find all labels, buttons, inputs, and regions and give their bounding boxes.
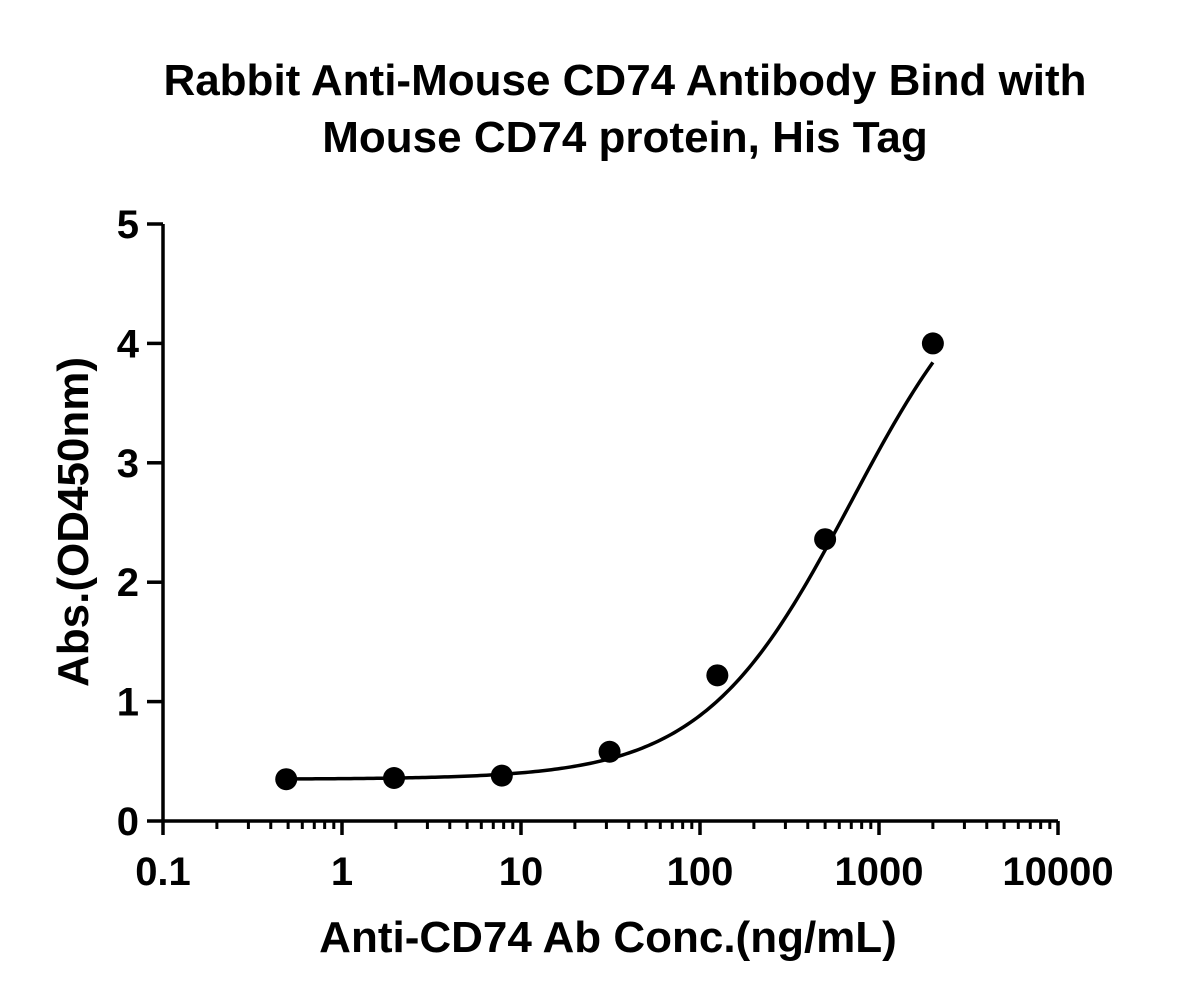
x-axis-ticks: 0.1 1 10 100 1000 10000 xyxy=(135,821,1114,894)
y-tick-label: 2 xyxy=(117,561,139,605)
x-tick-label: 100 xyxy=(667,850,734,894)
data-point xyxy=(598,740,621,763)
x-tick-label: 10000 xyxy=(1002,850,1113,894)
fit-curve-group xyxy=(286,361,935,781)
fit-curve-line xyxy=(286,361,935,781)
y-tick-label: 0 xyxy=(117,800,139,844)
data-point xyxy=(383,767,406,790)
x-tick-label: 10 xyxy=(499,850,544,894)
x-tick-label: 0.1 xyxy=(135,850,191,894)
y-tick-label: 3 xyxy=(117,442,139,486)
data-point xyxy=(706,664,729,687)
y-tick-label: 5 xyxy=(117,203,139,247)
chart-title: Rabbit Anti-Mouse CD74 Antibody Bind wit… xyxy=(163,56,1086,162)
y-tick-label: 4 xyxy=(117,322,140,366)
chart-title-line-2: Mouse CD74 protein, His Tag xyxy=(322,113,928,162)
x-axis-label: Anti-CD74 Ab Conc.(ng/mL) xyxy=(319,913,897,962)
data-points xyxy=(275,332,944,791)
data-point xyxy=(921,332,944,355)
y-axis-label: Abs.(OD450nm) xyxy=(49,357,98,687)
x-tick-label: 1000 xyxy=(835,850,924,894)
y-tick-label: 1 xyxy=(117,681,139,725)
data-point xyxy=(490,764,513,787)
axes xyxy=(161,224,1058,823)
data-point xyxy=(275,768,298,791)
y-axis-ticks: 0 1 2 3 4 5 xyxy=(117,203,163,844)
x-tick-label: 1 xyxy=(331,850,353,894)
chart-title-line-1: Rabbit Anti-Mouse CD74 Antibody Bind wit… xyxy=(163,56,1086,105)
data-point xyxy=(814,528,837,551)
